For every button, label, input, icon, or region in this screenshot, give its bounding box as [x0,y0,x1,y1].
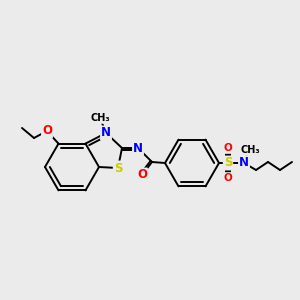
Text: O: O [137,169,147,182]
Text: N: N [133,142,143,154]
Text: S: S [114,161,122,175]
Text: O: O [224,143,232,153]
Text: CH₃: CH₃ [240,145,260,155]
Text: N: N [239,157,249,169]
Text: CH₃: CH₃ [90,113,110,123]
Text: S: S [224,157,232,169]
Text: O: O [224,173,232,183]
Text: N: N [101,127,111,140]
Text: O: O [42,124,52,137]
